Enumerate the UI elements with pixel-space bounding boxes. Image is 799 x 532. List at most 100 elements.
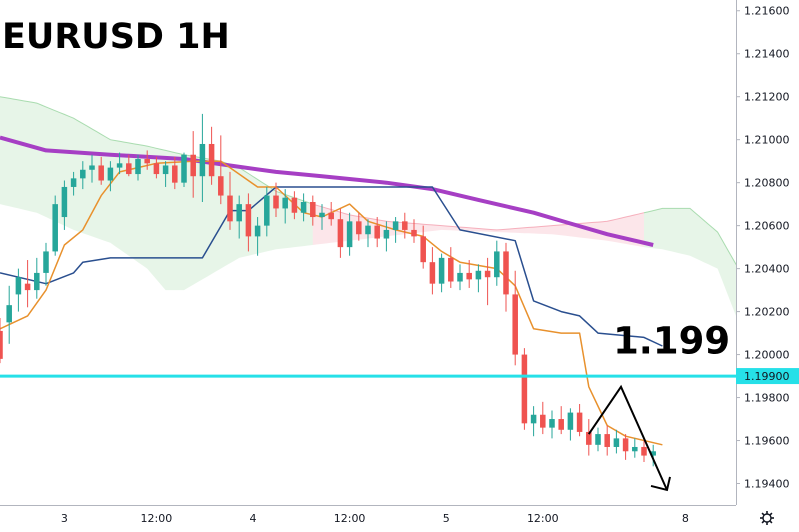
candle-body xyxy=(328,212,334,220)
candle-body xyxy=(411,229,417,237)
candle xyxy=(650,444,656,467)
indicator-lines xyxy=(0,135,663,446)
candle xyxy=(392,217,399,243)
cloud-bull-segment xyxy=(0,96,313,291)
candle-body xyxy=(632,446,638,452)
candle xyxy=(61,180,68,230)
candle-body xyxy=(181,154,187,183)
candle-body xyxy=(540,414,546,428)
candle-body xyxy=(126,163,132,175)
candle-body xyxy=(199,143,206,177)
candle-body xyxy=(641,446,647,456)
candle xyxy=(613,429,620,454)
candle-body xyxy=(337,219,344,248)
candle xyxy=(52,195,58,256)
candle xyxy=(107,161,114,192)
price-tick-label: 1.19800 xyxy=(744,392,790,405)
candle xyxy=(6,285,12,344)
price-axis-background[interactable] xyxy=(736,0,799,532)
projection-path[interactable] xyxy=(587,384,668,491)
candle xyxy=(153,156,160,179)
candle-body xyxy=(346,221,353,248)
candle-body xyxy=(208,143,215,177)
candle-body xyxy=(558,419,564,430)
candle xyxy=(144,150,150,170)
candle xyxy=(126,154,132,177)
candle xyxy=(383,221,390,252)
candle-body xyxy=(89,165,95,170)
candle-body xyxy=(107,167,114,181)
price-tick-label: 1.19400 xyxy=(744,478,790,491)
price-tick-label: 1.21600 xyxy=(744,5,790,18)
candle xyxy=(116,152,123,175)
candle-body xyxy=(15,277,22,295)
candle-body xyxy=(438,257,445,284)
candle xyxy=(80,161,86,190)
time-tick-label: 4 xyxy=(250,512,257,525)
candle-body xyxy=(24,283,31,291)
candle xyxy=(494,240,500,286)
candle-body xyxy=(227,195,233,222)
candle xyxy=(530,406,537,437)
candle-body xyxy=(254,225,261,237)
candle-body xyxy=(429,262,436,284)
candles xyxy=(0,113,656,467)
candle-body xyxy=(153,163,160,175)
time-axis-background[interactable] xyxy=(0,505,736,532)
gear-icon-ring xyxy=(762,513,772,523)
candle xyxy=(448,247,454,288)
candle-body xyxy=(512,294,518,355)
candle xyxy=(291,191,298,220)
candle-body xyxy=(475,270,482,280)
candle-body xyxy=(70,178,77,187)
price-tick-label: 1.21000 xyxy=(744,134,790,147)
gear-icon[interactable] xyxy=(760,511,774,525)
candle-body xyxy=(374,225,380,239)
candle xyxy=(567,408,574,441)
candle-body xyxy=(98,165,104,181)
price-tick-label: 1.21200 xyxy=(744,91,790,104)
candle xyxy=(0,318,3,364)
candle xyxy=(438,253,445,293)
candle xyxy=(586,419,592,456)
candle-body xyxy=(116,163,123,168)
candle-body xyxy=(310,202,316,218)
gear-icon-tooth xyxy=(761,520,765,524)
candle xyxy=(172,156,178,190)
candle xyxy=(337,208,344,258)
candle xyxy=(466,260,472,288)
candle-body xyxy=(264,195,270,226)
price-tick-label: 1.20000 xyxy=(744,349,790,362)
candle-body xyxy=(135,159,141,175)
price-tick-label: 1.20600 xyxy=(744,220,790,233)
candle-body xyxy=(402,221,408,230)
candle xyxy=(576,404,583,437)
candle-body xyxy=(650,451,656,456)
candle xyxy=(162,161,169,187)
gear-icon-tooth xyxy=(761,512,765,516)
candle xyxy=(549,410,555,439)
candle xyxy=(245,193,252,252)
candle-body xyxy=(0,330,3,359)
candle-body xyxy=(549,419,555,428)
candle xyxy=(457,264,463,291)
candle xyxy=(236,195,242,239)
candle-body xyxy=(521,354,528,424)
candle xyxy=(227,171,233,230)
drawing-tools xyxy=(587,384,671,492)
arrow-head xyxy=(650,476,671,492)
candle xyxy=(540,401,546,435)
candle xyxy=(135,154,141,181)
candle-body xyxy=(245,204,252,237)
candle-body xyxy=(172,165,178,183)
candle-body xyxy=(52,204,58,252)
time-tick-label: 8 xyxy=(682,512,689,525)
candle xyxy=(622,434,629,460)
candle xyxy=(310,195,316,226)
candle xyxy=(356,212,362,241)
candle-body xyxy=(61,186,68,218)
candle-body xyxy=(282,197,288,209)
candle xyxy=(199,113,206,202)
